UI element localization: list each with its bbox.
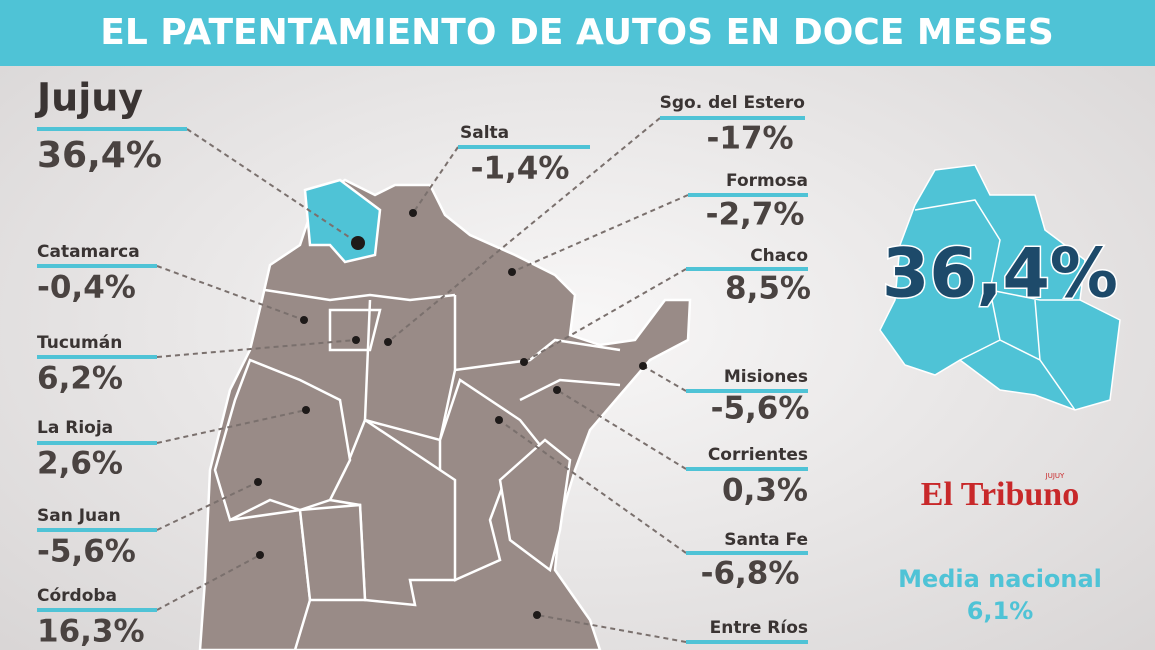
leader-line: [387, 117, 661, 343]
national-value: 6,1%: [967, 597, 1034, 625]
province-dot: [352, 336, 360, 344]
province-name: Misiones: [724, 367, 808, 387]
province-name: Córdoba: [37, 586, 117, 606]
leader-line: [156, 481, 259, 531]
province-name: Corrientes: [708, 445, 808, 465]
province-dot: [254, 478, 262, 486]
province-dot: [508, 268, 516, 276]
province-dot: [351, 236, 365, 250]
province-name: Entre Ríos: [710, 618, 808, 638]
province-value: 0,3%: [722, 473, 808, 509]
header-bar: [0, 0, 1155, 66]
leader-line: [412, 146, 459, 214]
province-value: -1,4%: [471, 151, 570, 187]
province-dot: [302, 406, 310, 414]
leader-line: [536, 614, 687, 643]
province-name: Sgo. del Estero: [660, 93, 805, 113]
leader-line: [523, 268, 687, 363]
leader-line: [156, 409, 307, 444]
logo: El Tribuno: [921, 476, 1079, 513]
leader-line: [186, 128, 359, 244]
logo-tag: JUJUY: [1045, 472, 1065, 480]
leader-line: [156, 265, 305, 321]
province-name: Jujuy: [34, 76, 143, 120]
big-value: 36,4%: [882, 235, 1118, 314]
province-value: -17%: [706, 121, 793, 157]
province-value: -5,6%: [711, 391, 810, 427]
leader-line: [498, 419, 687, 554]
province-dot: [256, 551, 264, 559]
province-dot: [409, 209, 417, 217]
province-name: Catamarca: [37, 242, 140, 262]
province-value: 16,3%: [37, 614, 145, 650]
province-name: Chaco: [750, 246, 808, 266]
province-name: Formosa: [726, 171, 808, 191]
province-name: La Rioja: [37, 418, 113, 438]
province-name: Santa Fe: [724, 530, 808, 550]
province-value: 8,5%: [725, 271, 811, 307]
leader-line: [156, 339, 357, 358]
leader-line: [156, 554, 261, 611]
leader-line: [556, 389, 687, 470]
province-value: -2,7%: [706, 197, 805, 233]
jujuy-map: [879, 164, 1121, 411]
province-dot: [495, 416, 503, 424]
province-value: -0,4%: [37, 270, 136, 306]
province-dot: [384, 338, 392, 346]
title: EL PATENTAMIENTO DE AUTOS EN DOCE MESES: [100, 12, 1054, 53]
province-name: Salta: [460, 123, 509, 143]
province-dot: [553, 386, 561, 394]
province-dot: [520, 358, 528, 366]
province-value: 2,6%: [37, 446, 123, 482]
province-dot: [533, 611, 541, 619]
province-name: Tucumán: [37, 333, 122, 353]
province-value: 6,2%: [37, 361, 123, 397]
province-value: -5,6%: [37, 534, 136, 570]
province-name: San Juan: [37, 506, 121, 526]
province-dot: [300, 316, 308, 324]
province-dot: [639, 362, 647, 370]
province-value: 36,4%: [37, 135, 162, 176]
map: [198, 178, 692, 650]
national-label: Media nacional: [898, 565, 1102, 593]
province-value: -6,8%: [701, 556, 800, 592]
